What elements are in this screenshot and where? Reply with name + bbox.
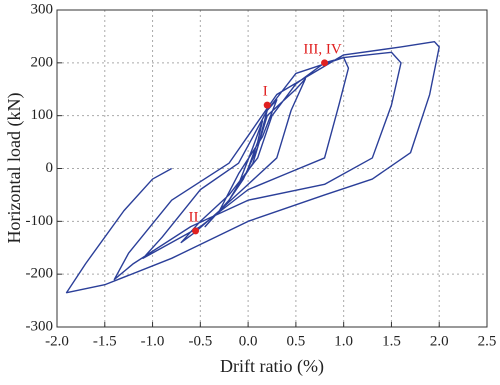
x-tick-label: 2.0 bbox=[430, 333, 449, 349]
y-tick-label: -100 bbox=[26, 213, 54, 229]
hysteresis-curve bbox=[65, 41, 440, 294]
y-tick-label: 200 bbox=[31, 54, 54, 70]
x-tick-label: 0.0 bbox=[239, 333, 258, 349]
x-tick-label: -1.0 bbox=[141, 333, 165, 349]
y-axis-title: Horizontal load (kN) bbox=[4, 93, 25, 244]
y-tick-label: -200 bbox=[26, 266, 54, 282]
annotation-point bbox=[192, 227, 200, 235]
x-tick-label: 1.5 bbox=[382, 333, 401, 349]
annotation-point bbox=[263, 101, 271, 109]
y-tick-label: -300 bbox=[26, 318, 54, 334]
x-tick-label: 0.5 bbox=[287, 333, 306, 349]
y-tick-label: 100 bbox=[31, 107, 54, 123]
plot-frame bbox=[56, 9, 488, 328]
annotation-label: II bbox=[189, 209, 199, 225]
x-tick-label: 1.0 bbox=[334, 333, 353, 349]
annotation-label: III, IV bbox=[303, 41, 341, 57]
x-tick-label: -1.5 bbox=[93, 333, 117, 349]
x-tick-label: -2.0 bbox=[45, 333, 69, 349]
x-tick-label: 2.5 bbox=[478, 333, 497, 349]
annotation-point bbox=[321, 59, 329, 67]
y-tick-label: 0 bbox=[46, 160, 54, 176]
annotation-label: I bbox=[263, 84, 268, 100]
x-tick-label: -0.5 bbox=[188, 333, 212, 349]
y-tick-label: 300 bbox=[31, 1, 54, 17]
x-axis-title: Drift ratio (%) bbox=[220, 356, 324, 377]
